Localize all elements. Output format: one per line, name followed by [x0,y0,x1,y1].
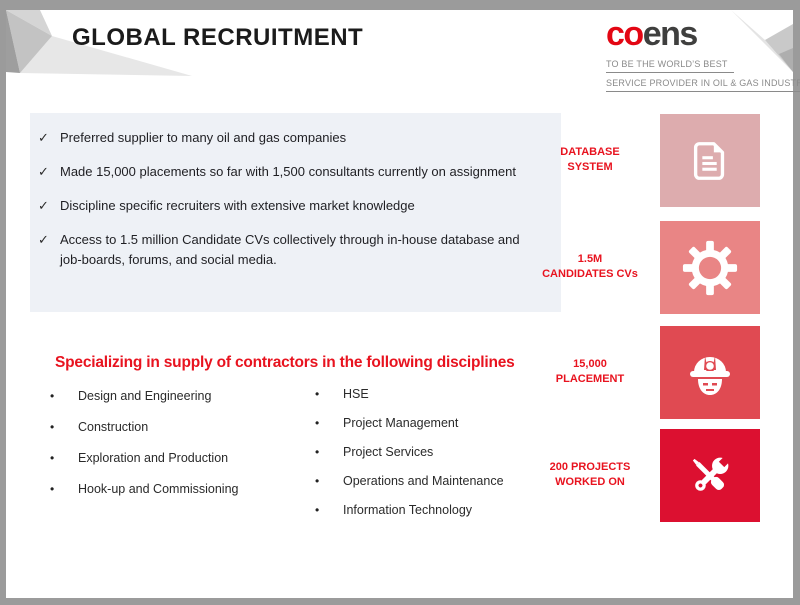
corner-decoration-left-icon [6,10,192,76]
bullet-icon: • [50,451,55,465]
highlight-item: ✓ Preferred supplier to many oil and gas… [38,128,541,148]
stat-label-projects: 200 PROJECTS WORKED ON [530,460,650,490]
stat-label-line: DATABASE [560,146,620,158]
bullet-icon: • [50,389,55,403]
discipline-label: Hook-up and Commissioning [78,482,239,496]
company-logo: coens TO BE THE WORLD’S BEST SERVICE PRO… [606,15,800,93]
stat-tile-placements [660,326,760,419]
stat-label-line: 15,000 [573,358,607,370]
disciplines-left-column: • Design and Engineering • Construction • E… [50,388,239,512]
list-item: • Hook-up and Commissioning [50,481,239,498]
highlight-item: ✓ Access to 1.5 million Candidate CVs co… [38,230,541,270]
list-item: • Exploration and Production [50,450,239,467]
disciplines-heading: Specializing in supply of contractors in… [55,354,515,371]
discipline-label: Project Management [343,416,459,430]
highlight-text: Preferred supplier to many oil and gas c… [60,130,347,145]
discipline-label: Construction [78,420,149,434]
bullet-icon: • [315,387,320,401]
stat-label-placements: 15,000 PLACEMENT [530,357,650,387]
checkmark-icon: ✓ [38,198,49,213]
checkmark-icon: ✓ [38,232,49,247]
highlight-item: ✓ Discipline specific recruiters with ex… [38,196,541,216]
list-item: • Operations and Maintenance [315,473,504,490]
logo-tagline-line2: SERVICE PROVIDER IN OIL & GAS INDUSTRY [606,78,800,93]
discipline-label: HSE [343,387,369,401]
list-item: • Information Technology [315,502,504,519]
stat-label-line: SYSTEM [567,161,613,173]
logo-tagline: TO BE THE WORLD’S BEST SERVICE PROVIDER … [606,54,800,93]
discipline-label: Operations and Maintenance [343,474,504,488]
disciplines-right-column: • HSE • Project Management • Project Servic… [315,386,504,531]
discipline-label: Exploration and Production [78,451,229,465]
checkmark-icon: ✓ [38,164,49,179]
stat-label-database-system: DATABASE SYSTEM [530,145,650,175]
highlight-item: ✓ Made 15,000 placements so far with 1,5… [38,162,541,182]
logo-tagline-line1: TO BE THE WORLD’S BEST [606,59,734,74]
checkmark-icon: ✓ [38,130,49,145]
stat-label-line: 200 PROJECTS [549,461,631,473]
stat-label-line: CANDIDATES CVs [542,268,638,280]
list-item: • Project Services [315,444,504,461]
list-item: • Project Management [315,415,504,432]
discipline-label: Project Services [343,445,434,459]
stat-label-line: PLACEMENT [555,373,625,385]
stat-tile-database [660,114,760,207]
tools-icon [692,455,731,491]
highlights-panel: ✓ Preferred supplier to many oil and gas… [30,113,561,312]
worker-icon [690,355,730,395]
highlight-text: Access to 1.5 million Candidate CVs coll… [60,232,520,267]
stat-tile-candidates [660,221,760,314]
bullet-icon: • [315,416,320,430]
bullet-icon: • [315,503,320,517]
highlight-text: Made 15,000 placements so far with 1,500… [60,164,516,179]
slide: GLOBAL RECRUITMENT coens TO BE THE WORLD… [6,10,800,598]
list-item: • Design and Engineering [50,388,239,405]
logo-text-co: co [606,15,644,53]
logo-text-ens: ens [642,15,699,53]
list-item: • HSE [315,386,504,403]
stat-label-line: WORKED ON [555,476,625,488]
stat-label-candidates-cvs: 1.5M CANDIDATES CVs [530,252,650,282]
list-item: • Construction [50,419,239,436]
page-title: GLOBAL RECRUITMENT [72,24,364,51]
discipline-label: Information Technology [343,503,473,517]
document-icon [693,141,725,180]
corner-decoration-right-icon [731,10,793,72]
stat-label-line: 1.5M [577,253,603,265]
gear-icon [682,240,738,295]
bullet-icon: • [50,482,55,496]
stat-tile-projects [660,429,760,522]
discipline-label: Design and Engineering [78,389,212,403]
bullet-icon: • [315,445,320,459]
bullet-icon: • [315,474,320,488]
highlight-text: Discipline specific recruiters with exte… [60,198,415,213]
logo-wordmark: coens [606,15,796,53]
bullet-icon: • [50,420,55,434]
